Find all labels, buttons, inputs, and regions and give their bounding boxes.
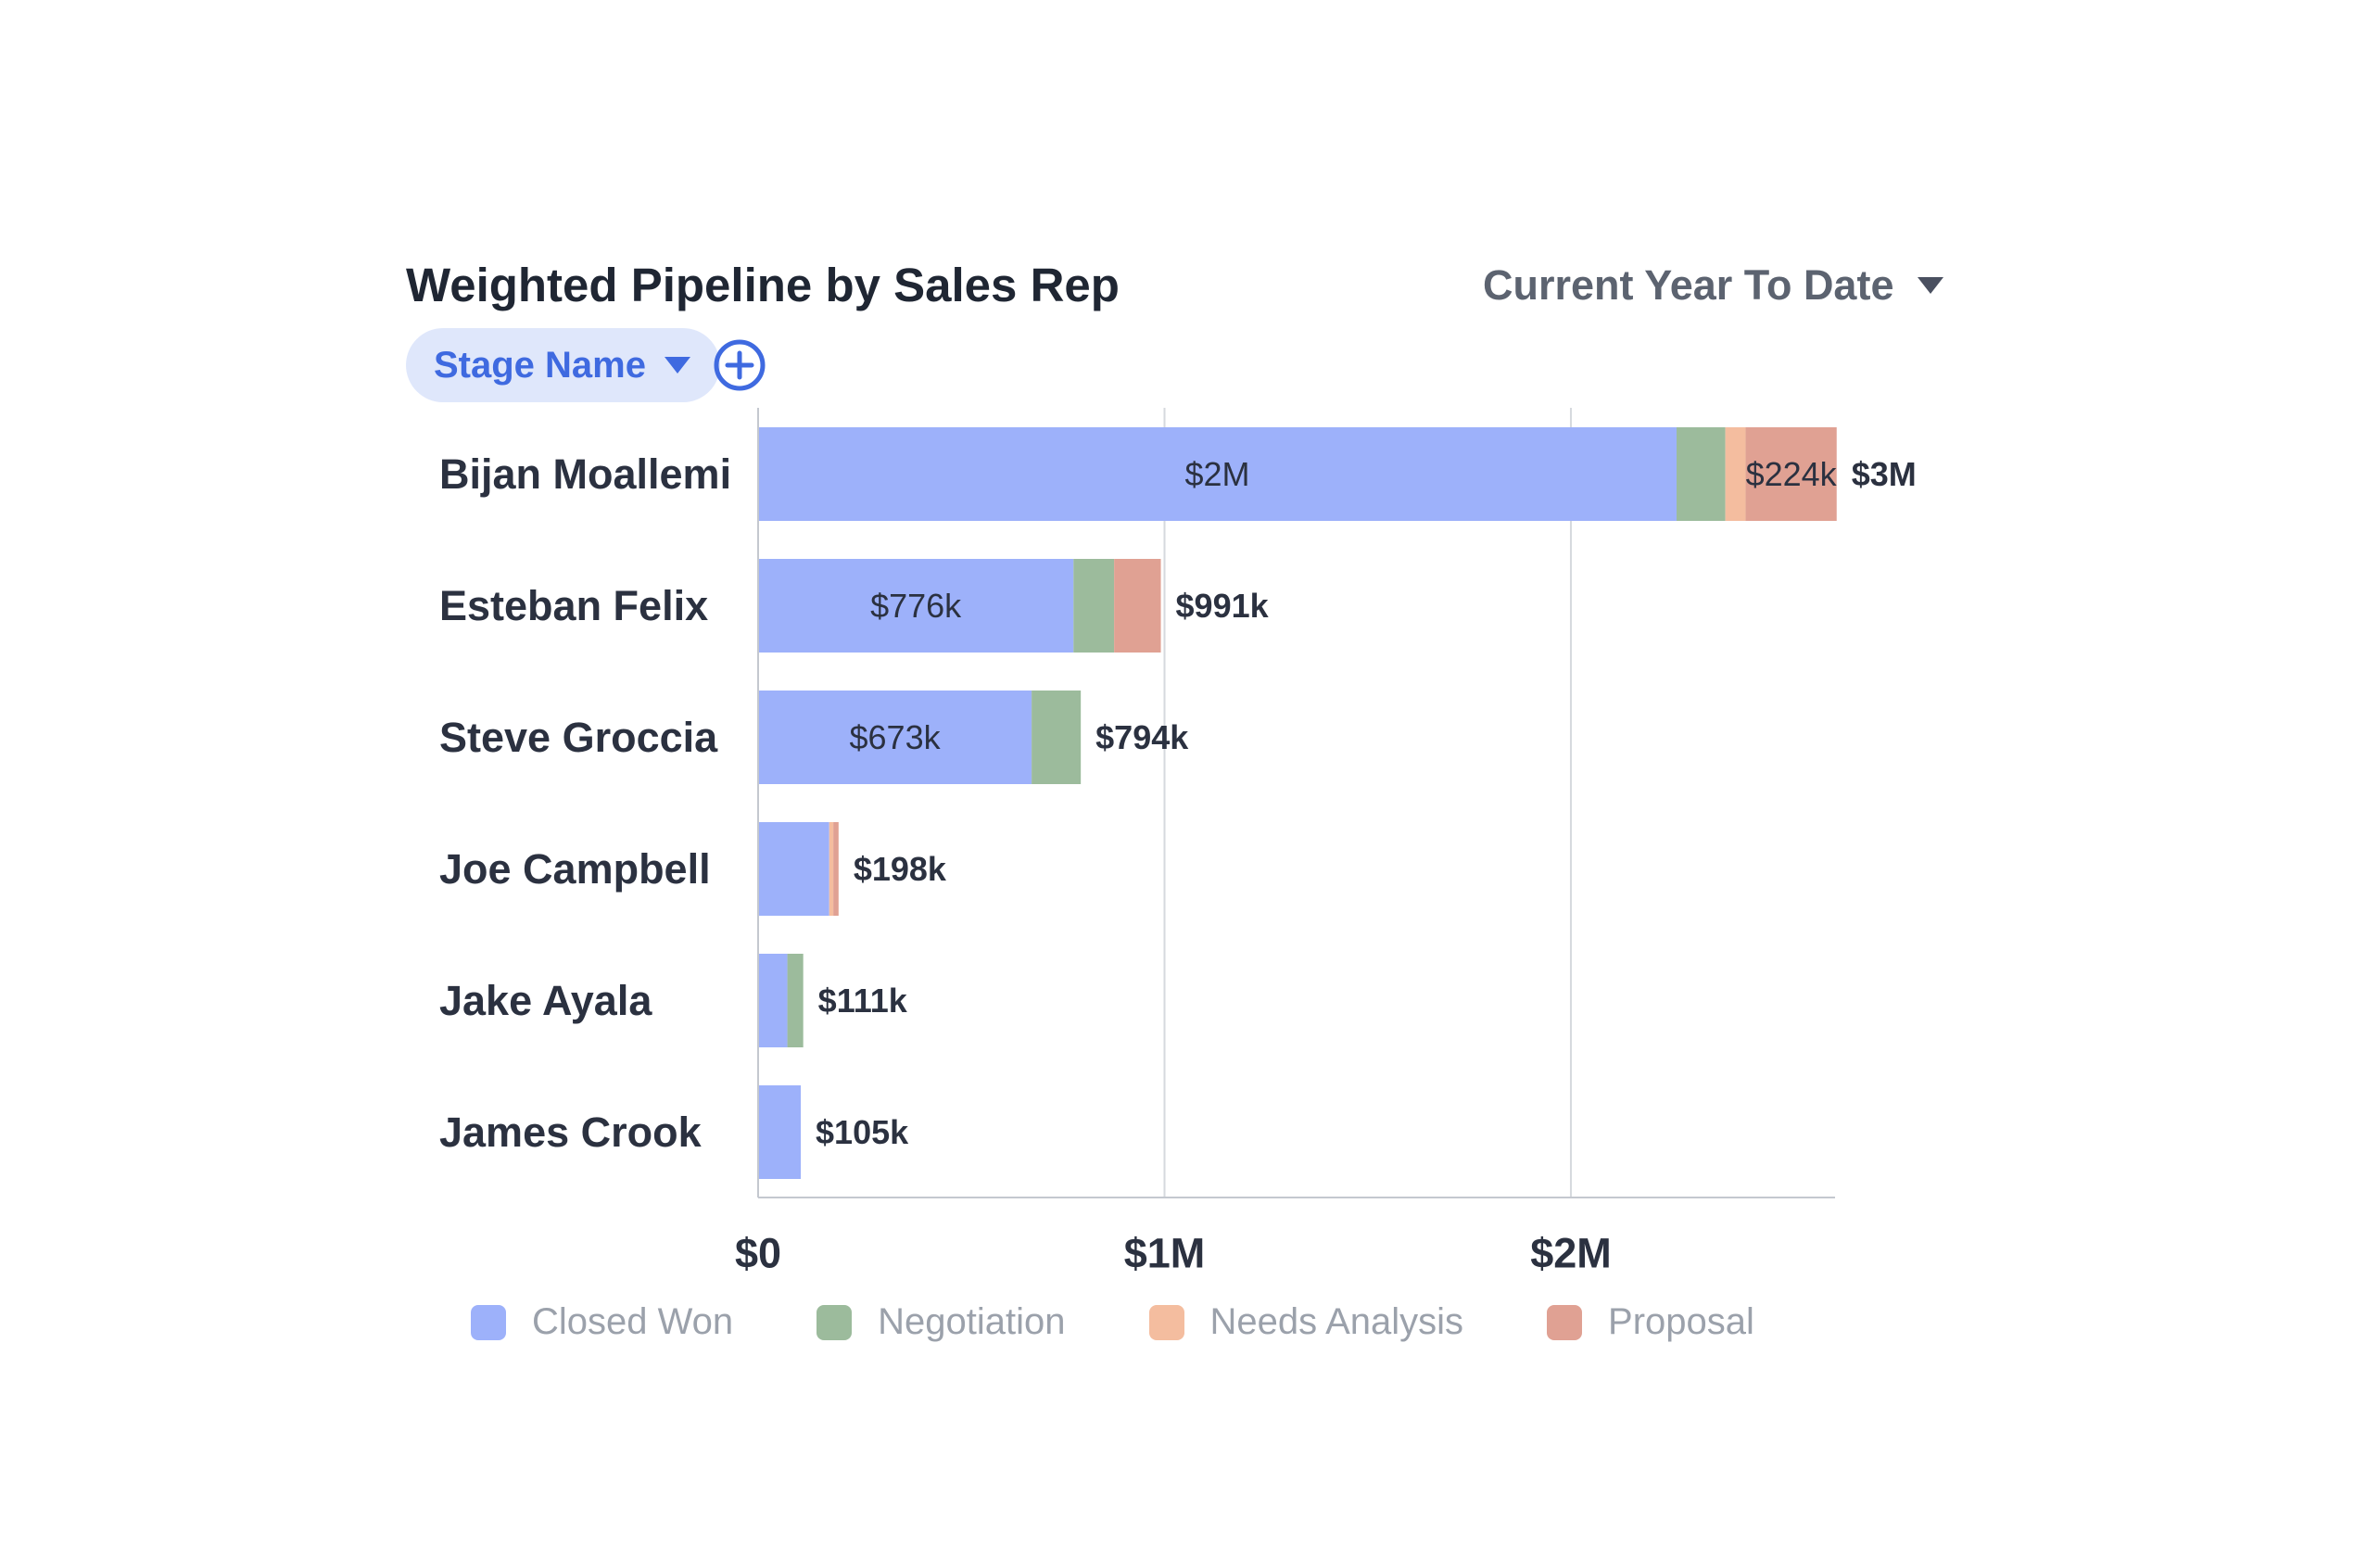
bar-closed-won (758, 1085, 802, 1179)
plus-circle-icon (714, 339, 766, 391)
chevron-down-icon (664, 357, 690, 374)
total-label: $105k (816, 1113, 909, 1151)
bar-needs-analysis (829, 822, 834, 916)
total-label: $991k (1176, 587, 1270, 625)
segment-label: $2M (1184, 455, 1249, 493)
chart-legend: Closed Won Negotiation Needs Analysis Propo… (471, 1301, 1754, 1343)
legend-item-needs-analysis[interactable]: Needs Analysis (1148, 1301, 1464, 1343)
legend-label: Needs Analysis (1209, 1301, 1464, 1342)
bar-proposal (1114, 559, 1161, 653)
category-label: Jake Ayala (439, 977, 652, 1024)
bar-negotiation (1676, 427, 1726, 521)
legend-label: Negotiation (878, 1301, 1066, 1342)
bar-negotiation (1032, 691, 1082, 784)
bar-needs-analysis (1725, 427, 1746, 521)
total-label: $198k (854, 850, 947, 888)
segment-label: $776k (870, 587, 962, 625)
period-label: Current Year To Date (1483, 261, 1894, 309)
category-label: Steve Groccia (439, 714, 718, 761)
stage-name-label: Stage Name (434, 344, 646, 386)
bar-negotiation (787, 954, 804, 1047)
bar-proposal (1745, 427, 1837, 521)
legend-item-proposal[interactable]: Proposal (1547, 1301, 1754, 1343)
bar-closed-won (758, 559, 1074, 653)
legend-item-closed-won[interactable]: Closed Won (471, 1301, 733, 1343)
total-label: $111k (818, 982, 908, 1020)
x-tick-label: $0 (735, 1230, 781, 1277)
chart-title: Weighted Pipeline by Sales Rep (406, 259, 1120, 311)
segment-label: $224k (1746, 455, 1838, 493)
category-label: Bijan Moallemi (439, 450, 731, 498)
legend-swatch (471, 1304, 506, 1340)
add-filter-button[interactable] (714, 339, 766, 391)
legend-item-negotiation[interactable]: Negotiation (817, 1301, 1066, 1343)
total-label: $3M (1852, 455, 1917, 493)
stage-name-filter[interactable]: Stage Name (406, 328, 720, 402)
legend-label: Closed Won (532, 1301, 734, 1342)
bar-closed-won (758, 822, 829, 916)
legend-swatch (1547, 1304, 1583, 1340)
segment-label: $673k (850, 718, 942, 756)
bar-proposal (833, 822, 839, 916)
bar-negotiation (1073, 559, 1115, 653)
total-label: $794k (1095, 718, 1189, 756)
bar-closed-won (758, 427, 1677, 521)
legend-swatch (1148, 1304, 1184, 1340)
period-dropdown[interactable]: Current Year To Date (1483, 261, 1944, 310)
x-tick-label: $2M (1530, 1230, 1612, 1277)
category-label: Esteban Felix (439, 582, 708, 629)
legend-swatch (817, 1304, 853, 1340)
category-label: Joe Campbell (439, 845, 711, 893)
bar-closed-won (758, 954, 788, 1047)
chevron-down-icon (1918, 277, 1944, 294)
legend-label: Proposal (1608, 1301, 1754, 1342)
x-tick-label: $1M (1124, 1230, 1206, 1277)
category-label: James Crook (439, 1109, 703, 1156)
bar-closed-won (758, 691, 1032, 784)
